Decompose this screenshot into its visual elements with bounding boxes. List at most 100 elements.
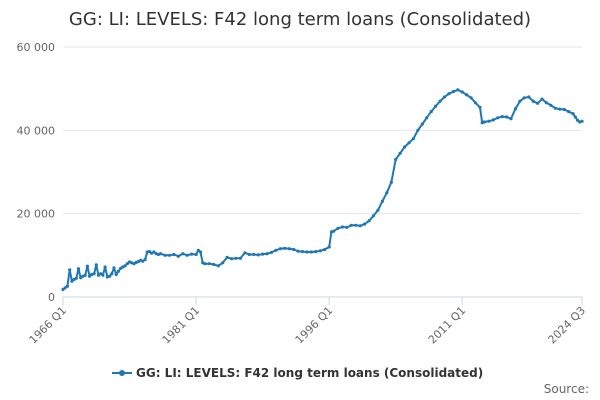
- data-point[interactable]: [68, 268, 72, 272]
- data-point[interactable]: [152, 250, 156, 254]
- data-point[interactable]: [447, 92, 451, 96]
- data-point[interactable]: [309, 250, 313, 254]
- data-point[interactable]: [216, 264, 220, 268]
- data-point[interactable]: [198, 250, 203, 254]
- data-point[interactable]: [76, 267, 81, 271]
- data-point[interactable]: [278, 247, 282, 251]
- data-point[interactable]: [571, 112, 575, 116]
- data-point[interactable]: [460, 90, 464, 94]
- legend[interactable]: GG: LI: LEVELS: F42 long term loans (Con…: [112, 366, 483, 380]
- data-point[interactable]: [190, 252, 194, 256]
- data-point[interactable]: [292, 247, 296, 252]
- data-point[interactable]: [363, 222, 367, 226]
- data-point[interactable]: [256, 253, 260, 257]
- data-point[interactable]: [380, 199, 384, 203]
- data-point[interactable]: [252, 252, 256, 257]
- data-point[interactable]: [573, 115, 577, 119]
- data-point[interactable]: [163, 253, 167, 257]
- data-point[interactable]: [99, 272, 103, 276]
- data-point[interactable]: [518, 99, 522, 103]
- data-point[interactable]: [172, 252, 176, 257]
- data-point[interactable]: [92, 272, 96, 276]
- data-point[interactable]: [558, 107, 562, 111]
- data-point[interactable]: [261, 252, 265, 256]
- data-point[interactable]: [125, 262, 129, 266]
- data-point[interactable]: [407, 141, 411, 145]
- data-point[interactable]: [83, 273, 87, 277]
- data-point[interactable]: [296, 249, 300, 253]
- data-point[interactable]: [349, 223, 353, 227]
- data-point[interactable]: [482, 120, 486, 124]
- data-point[interactable]: [181, 252, 185, 256]
- data-point[interactable]: [465, 93, 469, 97]
- data-point[interactable]: [553, 106, 558, 110]
- data-point[interactable]: [283, 246, 287, 250]
- data-point[interactable]: [74, 276, 78, 280]
- data-point[interactable]: [79, 276, 83, 280]
- data-point[interactable]: [243, 251, 247, 255]
- data-point[interactable]: [394, 157, 398, 162]
- data-point[interactable]: [61, 287, 65, 292]
- data-point[interactable]: [234, 256, 238, 260]
- data-point[interactable]: [456, 88, 460, 92]
- data-point[interactable]: [269, 250, 274, 254]
- data-point[interactable]: [327, 245, 331, 249]
- data-point[interactable]: [167, 253, 172, 257]
- data-point[interactable]: [194, 252, 198, 257]
- data-point[interactable]: [65, 284, 69, 288]
- data-point[interactable]: [265, 252, 269, 256]
- data-point[interactable]: [94, 263, 98, 267]
- data-point[interactable]: [147, 250, 152, 254]
- data-point[interactable]: [398, 151, 402, 155]
- data-point[interactable]: [429, 110, 433, 114]
- data-point[interactable]: [332, 229, 336, 233]
- data-point[interactable]: [141, 259, 145, 263]
- data-point[interactable]: [247, 252, 251, 257]
- data-point[interactable]: [376, 208, 380, 212]
- data-point[interactable]: [354, 223, 358, 227]
- data-point[interactable]: [473, 101, 478, 105]
- data-point[interactable]: [159, 252, 163, 256]
- data-point[interactable]: [114, 272, 118, 277]
- data-point[interactable]: [221, 261, 225, 265]
- data-point[interactable]: [505, 115, 509, 119]
- data-point[interactable]: [108, 274, 112, 278]
- data-point[interactable]: [225, 255, 229, 259]
- data-point[interactable]: [531, 99, 535, 103]
- data-point[interactable]: [500, 115, 504, 119]
- data-point[interactable]: [314, 250, 318, 254]
- data-point[interactable]: [496, 116, 500, 120]
- data-point[interactable]: [323, 247, 327, 252]
- data-point[interactable]: [345, 225, 349, 229]
- data-point[interactable]: [536, 101, 540, 105]
- data-point[interactable]: [434, 104, 438, 108]
- data-point[interactable]: [509, 117, 513, 121]
- data-point[interactable]: [212, 262, 216, 267]
- data-point[interactable]: [101, 273, 105, 277]
- data-point[interactable]: [420, 122, 424, 126]
- data-point[interactable]: [207, 262, 211, 266]
- data-point[interactable]: [274, 248, 278, 252]
- data-point[interactable]: [230, 257, 234, 261]
- data-point[interactable]: [487, 119, 491, 123]
- data-point[interactable]: [522, 96, 526, 100]
- data-point[interactable]: [85, 264, 89, 268]
- data-point[interactable]: [367, 219, 371, 223]
- data-point[interactable]: [112, 266, 116, 270]
- data-point[interactable]: [88, 274, 92, 278]
- data-point[interactable]: [185, 253, 189, 257]
- legend-label[interactable]: GG: LI: LEVELS: F42 long term loans (Con…: [136, 366, 483, 380]
- data-point[interactable]: [580, 119, 584, 123]
- data-point[interactable]: [196, 248, 200, 252]
- data-point[interactable]: [491, 118, 495, 122]
- source-credit[interactable]: Source:: [544, 382, 589, 396]
- data-point[interactable]: [203, 262, 207, 266]
- data-point[interactable]: [63, 286, 67, 290]
- data-point[interactable]: [540, 97, 544, 101]
- data-point[interactable]: [389, 180, 393, 184]
- data-point[interactable]: [478, 105, 482, 109]
- data-point[interactable]: [143, 257, 147, 262]
- data-point[interactable]: [96, 273, 101, 277]
- data-point[interactable]: [562, 107, 566, 112]
- data-point[interactable]: [238, 256, 242, 260]
